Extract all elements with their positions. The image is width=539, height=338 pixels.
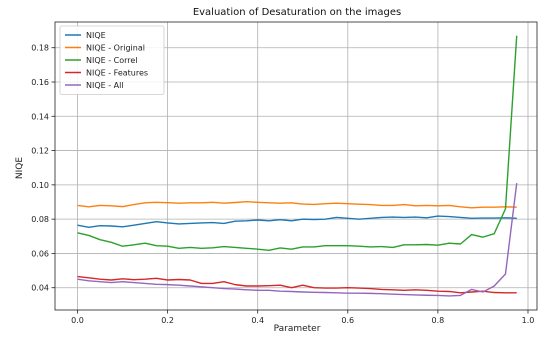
series-line-niqe-all (77, 183, 518, 297)
legend-box (59, 25, 165, 95)
y-tick-label: 0.18 (31, 44, 49, 53)
grid (55, 22, 537, 310)
y-axis-label: NIQE (15, 157, 25, 179)
x-tick-label: 0.6 (341, 316, 354, 325)
legend-label-niqe-features: NIQE - Features (86, 69, 148, 78)
x-tick-label: 0.0 (71, 316, 84, 325)
series-line-niqe-correl (77, 35, 518, 252)
y-tick-label: 0.16 (31, 78, 49, 87)
plot-frame (54, 21, 538, 311)
y-tick-label: 0.06 (31, 249, 49, 258)
legend-label-niqe: NIQE (86, 31, 106, 40)
x-tick-label: 1.0 (522, 316, 535, 325)
chart-title: Evaluation of Desaturation on the images (193, 7, 401, 18)
series-line-niqe-features (77, 275, 517, 294)
legend-label-niqe-original: NIQE - Original (86, 44, 145, 53)
series-lines (77, 35, 518, 297)
y-tick-label: 0.04 (31, 284, 49, 293)
y-tick-label: 0.14 (31, 112, 49, 121)
x-axis-label: Parameter (274, 324, 321, 334)
y-tick-label: 0.12 (31, 147, 49, 156)
y-ticks: 0.04 0.06 0.08 0.10 0.12 0.14 0.16 0.18 (31, 44, 55, 293)
series-line-niqe-original (77, 200, 517, 209)
y-tick-label: 0.10 (31, 181, 49, 190)
legend: NIQE NIQE - Original NIQE - Correl NIQE - F… (59, 25, 165, 95)
x-ticks: 0.0 0.2 0.4 0.6 0.8 1.0 (71, 310, 534, 325)
x-tick-label: 0.4 (251, 316, 264, 325)
legend-label-niqe-all: NIQE - All (86, 81, 124, 90)
x-tick-label: 0.2 (161, 316, 174, 325)
legend-label-niqe-correl: NIQE - Correl (86, 56, 138, 65)
y-tick-label: 0.08 (31, 215, 49, 224)
x-tick-label: 0.8 (432, 316, 445, 325)
series-line-niqe (77, 215, 517, 229)
